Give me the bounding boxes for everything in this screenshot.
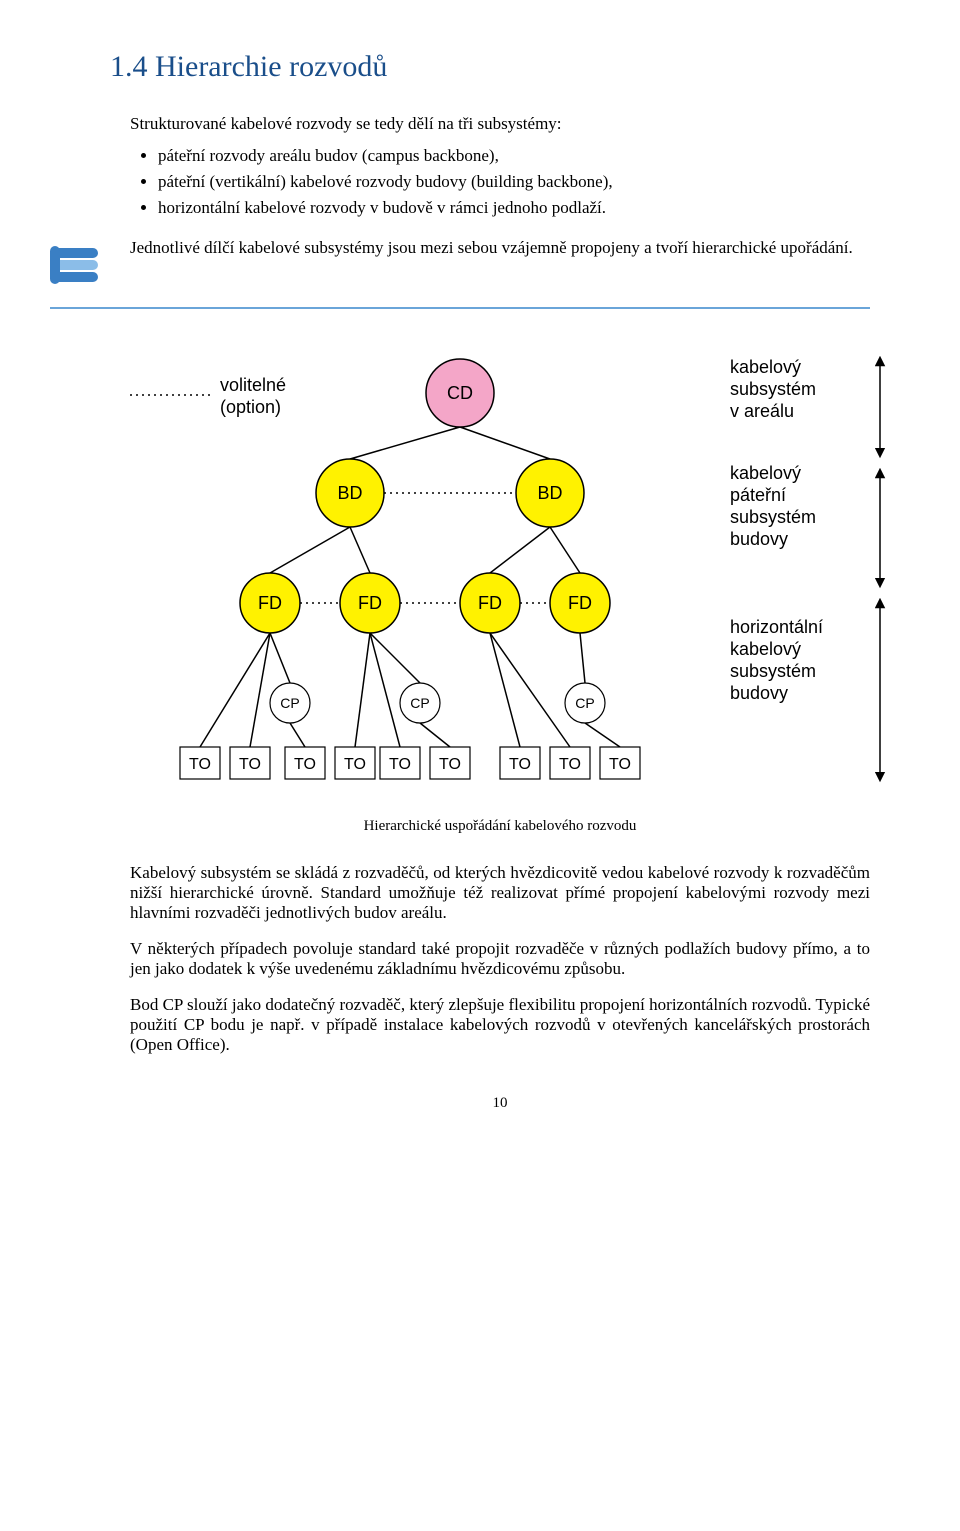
svg-text:TO: TO xyxy=(239,756,261,773)
svg-text:TO: TO xyxy=(189,756,211,773)
list-item: páteřní rozvody areálu budov (campus bac… xyxy=(158,146,870,166)
svg-text:volitelné: volitelné xyxy=(220,375,286,395)
svg-text:subsystém: subsystém xyxy=(730,507,816,527)
svg-text:TO: TO xyxy=(609,756,631,773)
svg-text:CP: CP xyxy=(280,695,299,711)
svg-text:kabelový: kabelový xyxy=(730,463,801,483)
svg-text:budovy: budovy xyxy=(730,529,788,549)
svg-text:páteřní: páteřní xyxy=(730,485,786,505)
svg-text:subsystém: subsystém xyxy=(730,379,816,399)
svg-text:CP: CP xyxy=(410,695,429,711)
svg-text:TO: TO xyxy=(439,756,461,773)
section-heading: 1.4 Hierarchie rozvodů xyxy=(110,50,870,84)
svg-text:TO: TO xyxy=(559,756,581,773)
svg-text:FD: FD xyxy=(478,593,502,613)
svg-text:BD: BD xyxy=(337,483,362,503)
svg-text:TO: TO xyxy=(509,756,531,773)
svg-text:v areálu: v areálu xyxy=(730,401,794,421)
svg-text:TO: TO xyxy=(344,756,366,773)
callout-block: Jednotlivé dílčí kabelové subsystémy jso… xyxy=(50,238,870,309)
intro-paragraph: Strukturované kabelové rozvody se tedy d… xyxy=(130,114,870,134)
svg-text:horizontální: horizontální xyxy=(730,617,823,637)
figure-caption: Hierarchické uspořádání kabelového rozvo… xyxy=(130,818,870,835)
hierarchy-diagram: volitelné(option)kabelovýsubsystémv areá… xyxy=(90,333,870,808)
svg-text:TO: TO xyxy=(389,756,411,773)
svg-text:CP: CP xyxy=(575,695,594,711)
svg-text:BD: BD xyxy=(537,483,562,503)
page-number: 10 xyxy=(130,1095,870,1112)
svg-text:TO: TO xyxy=(294,756,316,773)
svg-text:FD: FD xyxy=(258,593,282,613)
body-paragraph: Bod CP slouží jako dodatečný rozvaděč, k… xyxy=(130,995,870,1055)
book-icon xyxy=(50,242,110,291)
bullet-list: páteřní rozvody areálu budov (campus bac… xyxy=(130,146,870,218)
svg-text:FD: FD xyxy=(358,593,382,613)
list-item: páteřní (vertikální) kabelové rozvody bu… xyxy=(158,172,870,192)
svg-text:CD: CD xyxy=(447,383,473,403)
body-paragraph: Kabelový subsystém se skládá z rozvaděčů… xyxy=(130,863,870,923)
svg-text:subsystém: subsystém xyxy=(730,661,816,681)
svg-text:kabelový: kabelový xyxy=(730,357,801,377)
svg-text:(option): (option) xyxy=(220,397,281,417)
callout-text: Jednotlivé dílčí kabelové subsystémy jso… xyxy=(130,238,853,258)
body-paragraph: V některých případech povoluje standard … xyxy=(130,939,870,979)
list-item: horizontální kabelové rozvody v budově v… xyxy=(158,198,870,218)
svg-text:FD: FD xyxy=(568,593,592,613)
svg-text:budovy: budovy xyxy=(730,683,788,703)
svg-text:kabelový: kabelový xyxy=(730,639,801,659)
